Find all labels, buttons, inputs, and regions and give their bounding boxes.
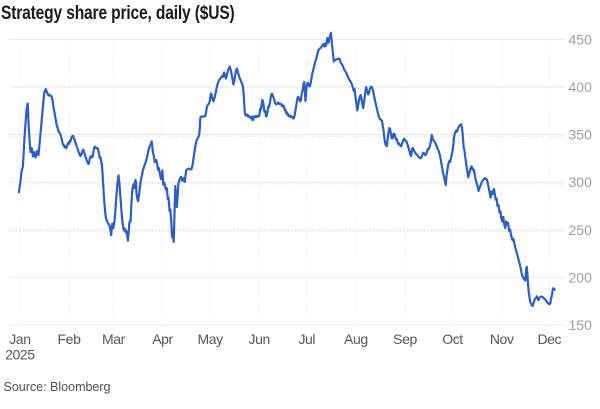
- svg-text:Sep: Sep: [393, 331, 417, 347]
- svg-text:Jan: Jan: [9, 331, 30, 347]
- svg-text:350: 350: [569, 127, 593, 143]
- svg-text:Apr: Apr: [152, 331, 173, 347]
- svg-text:Jul: Jul: [298, 331, 315, 347]
- svg-text:250: 250: [569, 222, 593, 238]
- svg-text:Dec: Dec: [537, 331, 561, 347]
- svg-text:Oct: Oct: [442, 331, 463, 347]
- svg-text:400: 400: [569, 79, 593, 95]
- svg-text:2025: 2025: [5, 347, 35, 363]
- svg-text:May: May: [197, 331, 223, 347]
- svg-text:150: 150: [569, 317, 593, 333]
- svg-text:Feb: Feb: [58, 331, 82, 347]
- svg-text:Mar: Mar: [102, 331, 126, 347]
- svg-text:Aug: Aug: [344, 331, 368, 347]
- svg-text:300: 300: [569, 174, 593, 190]
- svg-text:450: 450: [569, 32, 593, 48]
- svg-text:Jun: Jun: [249, 331, 270, 347]
- svg-text:Nov: Nov: [490, 331, 514, 347]
- svg-text:200: 200: [569, 269, 593, 285]
